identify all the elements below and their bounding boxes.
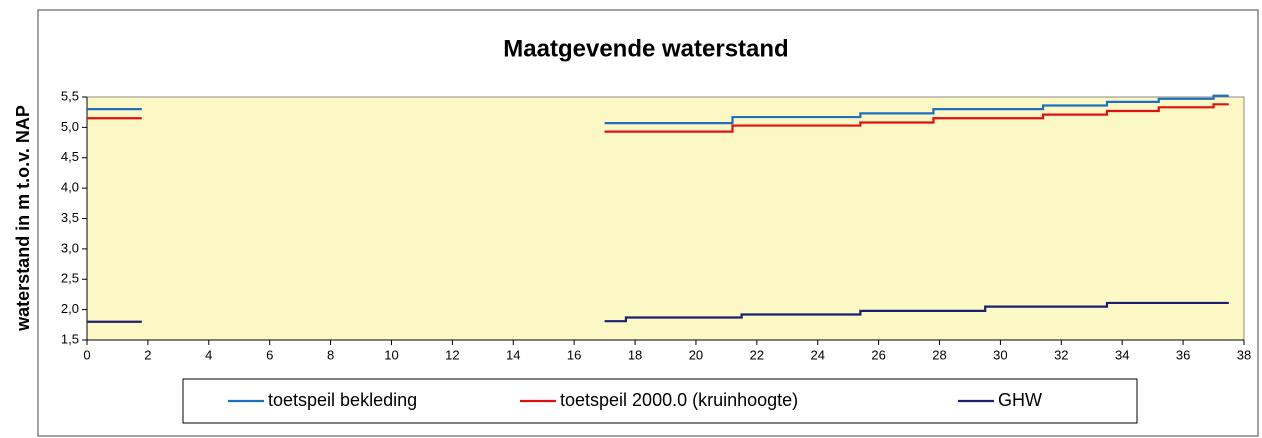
x-tick-label: 38	[1237, 347, 1251, 362]
x-tick-label: 2	[144, 347, 151, 362]
x-tick-label: 14	[506, 347, 520, 362]
x-tick-label: 32	[1054, 347, 1068, 362]
x-tick-label: 30	[993, 347, 1007, 362]
y-axis-label: waterstand in m t.o.v. NAP	[13, 105, 33, 332]
x-tick-label: 10	[384, 347, 398, 362]
y-tick-label: 2,0	[61, 301, 79, 316]
x-tick-label: 0	[83, 347, 90, 362]
x-tick-label: 16	[567, 347, 581, 362]
x-tick-label: 6	[266, 347, 273, 362]
plot-area	[86, 96, 1245, 341]
x-tick-label: 26	[871, 347, 885, 362]
x-tick-label: 20	[689, 347, 703, 362]
legend-label: toetspeil 2000.0 (kruinhoogte)	[560, 390, 798, 410]
series-line	[87, 301, 1229, 323]
x-tick-label: 24	[811, 347, 825, 362]
x-tick-label: 8	[327, 347, 334, 362]
legend-label: GHW	[998, 390, 1042, 410]
y-tick-label: 4,5	[61, 149, 79, 164]
y-tick-label: 2,5	[61, 271, 79, 286]
y-tick-label: 3,5	[61, 210, 79, 225]
y-tick-label: 5,5	[61, 88, 79, 103]
series-line	[87, 103, 1229, 133]
x-tick-label: 34	[1115, 347, 1129, 362]
y-tick-label: 1,5	[61, 331, 79, 346]
series-line	[87, 94, 1229, 125]
y-tick-label: 5,0	[61, 119, 79, 134]
x-tick-label: 36	[1176, 347, 1190, 362]
chart-title: Maatgevende waterstand	[503, 35, 788, 62]
legend-label: toetspeil bekleding	[268, 390, 417, 410]
y-tick-label: 4,0	[61, 180, 79, 195]
x-tick-label: 22	[750, 347, 764, 362]
x-tick-label: 4	[205, 347, 212, 362]
x-tick-label: 28	[932, 347, 946, 362]
x-tick-label: 18	[628, 347, 642, 362]
y-tick-label: 3,0	[61, 240, 79, 255]
x-tick-label: 12	[445, 347, 459, 362]
